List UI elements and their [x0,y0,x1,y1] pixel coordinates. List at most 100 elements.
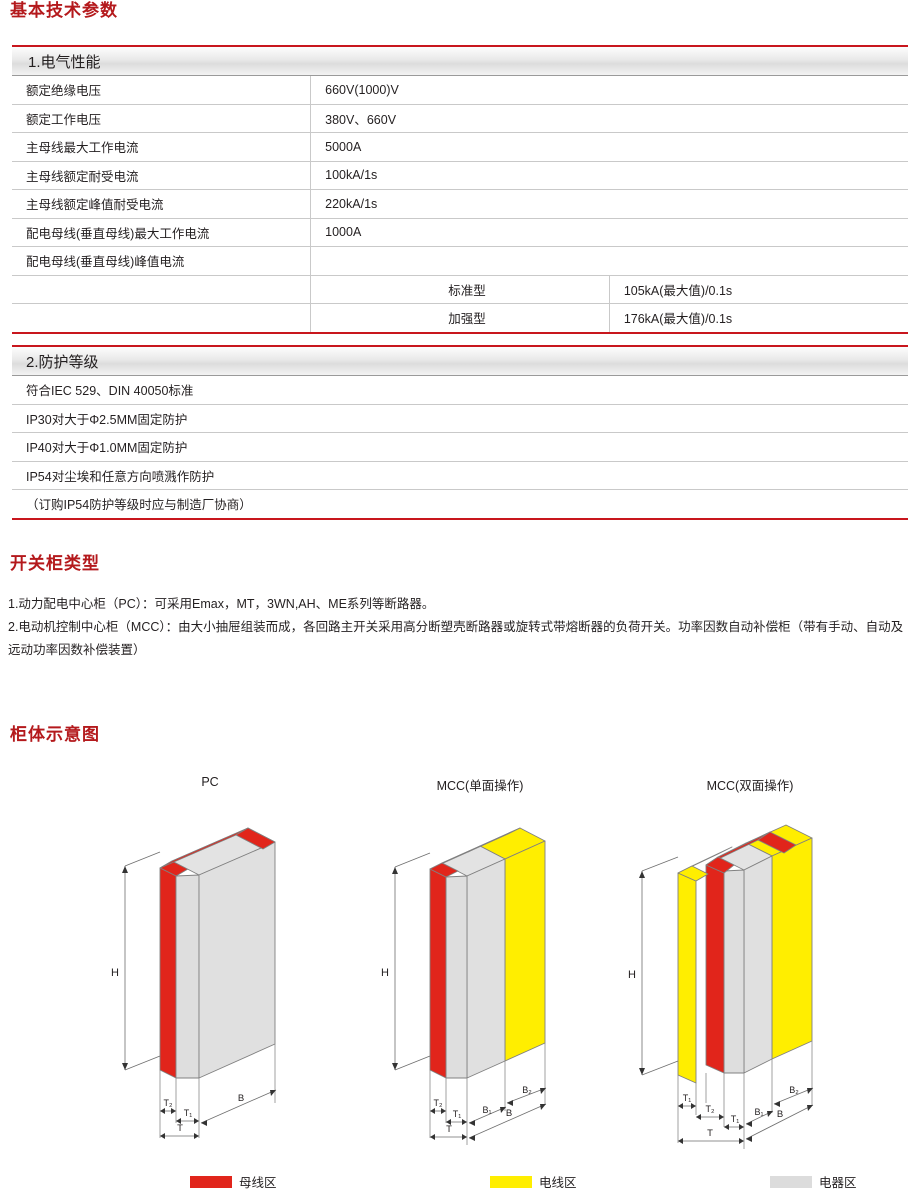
section-title-cabinet-diagram: 柜体示意图 [10,725,100,744]
mcc1-busbar-top2 [467,827,521,853]
table-row: 符合IEC 529、DIN 40050标准 [12,375,908,405]
table-protection-rating: 2.防护等级 符合IEC 529、DIN 40050标准 IP30对大于Φ2.5… [12,345,908,520]
protection-row-text: IP30对大于Φ2.5MM固定防护 [12,404,908,433]
mcc1-dim-label-t2: T₂ [434,1098,443,1108]
pc-dim-t1 [176,1118,199,1124]
pc-dim-label-t2: T₂ [164,1098,173,1108]
mcc2-wire-near-cap [677,865,709,882]
diagram-mcc-double-svg: H T₁ [628,824,814,1149]
table-row: 主母线额定耐受电流 100kA/1s [12,161,908,190]
row-value: 176kA(最大值)/0.1s [623,312,733,327]
table-row: 加强型 176kA(最大值)/0.1s [12,303,908,333]
diagram-mcc-double: MCC(双面操作) [600,775,900,1165]
cabinet-diagram-group: PC [0,775,920,1165]
mcc2-dim-label-t1b: T₁ [731,1114,740,1124]
mcc2-height-label: H [628,969,636,981]
mcc1-height-label: H [381,967,389,979]
table-row: 主母线额定峰值耐受电流 220kA/1s [12,189,908,219]
mcc1-body-front [466,858,506,1079]
mcc1-dim-label-b1: B₁ [482,1105,491,1115]
row-value: 380V、660V [310,104,908,133]
row-value: 105kA(最大值)/0.1s [609,275,908,304]
row-label: 额定工作电压 [12,104,311,133]
diagram-pc: PC [60,775,360,1165]
mcc2-dim-t1b [724,1124,744,1130]
mcc2-body-front [743,855,773,1074]
legend: 母线区 电线区 电器区 [0,1172,920,1194]
mcc1-dim-t1 [446,1119,467,1125]
protection-row-text: IP40对大于Φ1.0MM固定防护 [12,432,908,462]
mcc2-busbar-front [705,864,725,1074]
table-header-row: 1.电气性能 [12,46,908,76]
pc-busbar-top-right [235,827,276,850]
pc-busbar-front [159,867,177,1079]
legend-item-wire: 电线区 [490,1172,577,1194]
table-row: （订购IP54防护等级时应与制造厂协商） [12,490,908,519]
mcc1-busbar-top-cap [429,862,459,878]
diagram-mcc-single-svg: H T₂ [381,827,547,1145]
diagram-caption: MCC(单面操作) [436,779,524,793]
legend-label-device: 电器区 [819,1176,857,1190]
row-label-empty [12,304,311,333]
mcc1-wire-front [504,840,546,1062]
mcc2-wire-near-front [677,872,697,1084]
mcc1-dim-b1 [468,1106,507,1126]
table-header-row: 2.防护等级 [12,346,908,376]
legend-label-wire: 电线区 [539,1176,577,1190]
mcc2-dim-guides [677,1041,813,1149]
protection-row-text: （订购IP54防护等级时应与制造厂协商） [26,498,252,513]
row-value: 660V(1000)V [310,75,908,105]
row-label-empty [12,275,311,304]
mcc1-busbar-front [429,868,447,1079]
table-row: IP30对大于Φ2.5MM固定防护 [12,404,908,433]
table-row: 额定绝缘电压 660V(1000)V [12,75,908,105]
row-label: 额定绝缘电压 [12,75,311,105]
pc-dim-guides [159,1044,276,1138]
mcc2-dim-b2 [773,1087,814,1107]
legend-item-device: 电器区 [770,1172,857,1194]
protection-row-text: 符合IEC 529、DIN 40050标准 [12,375,908,405]
diagram-pc-svg: H T₂ [111,827,277,1139]
legend-swatch-wire [490,1175,532,1188]
row-variant-standard: 标准型 [310,275,610,304]
section-title-switchgear-types: 开关柜类型 [10,554,100,573]
diagram-mcc-single: MCC(单面操作) [330,775,630,1165]
table-electrical-header: 1.电气性能 [12,46,908,76]
row-value [310,246,908,276]
mcc2-dim-label-b: B [777,1109,783,1120]
mcc1-dim-b [468,1103,547,1141]
diagram-caption: PC [201,775,219,789]
row-label: 配电母线(垂直母线)最大工作电流 [12,218,311,247]
mcc1-dim-t2 [430,1108,446,1114]
section-title-basic-parameters: 基本技术参数 [10,1,118,20]
pc-dim-t [160,1133,199,1139]
mcc2-dim-height [639,856,679,1076]
table-electrical-performance: 1.电气性能 额定绝缘电压 660V(1000)V 额定工作电压 380V、66… [12,45,908,334]
row-label: 主母线最大工作电流 [12,132,311,162]
table-row: 配电母线(垂直母线)峰值电流 [12,246,908,276]
pc-body-front [198,841,276,1079]
mcc1-dim-label-t: T [446,1124,452,1135]
pc-dim-t2 [160,1108,176,1114]
mcc1-dim-label-t1: T₁ [453,1109,462,1119]
mcc2-dim-b [745,1104,814,1142]
mcc2-dim-label-t: T [707,1128,713,1139]
mcc2-dim-label-t2: T₂ [706,1104,715,1114]
legend-item-busbar: 母线区 [190,1172,277,1194]
row-value: 220kA/1s [310,189,908,219]
pc-body-left [175,874,200,1079]
row-value: 100kA/1s [310,161,908,190]
switchgear-type-pc-text: 1.动力配电中心柜（PC）：可采用Emax，MT，3WN,AH、ME系列等断路器… [8,597,435,611]
pc-height-label: H [111,967,119,979]
mcc2-dim-label-t1a: T₁ [683,1093,692,1103]
table-protection-header: 2.防护等级 [12,346,908,376]
table-row: IP40对大于Φ1.0MM固定防护 [12,432,908,462]
mcc2-dim-t [678,1138,744,1144]
switchgear-type-mcc-text: 2.电动机控制中心柜（MCC）：由大小抽屉组装而成，各回路主开关采用高分断塑壳断… [8,620,904,657]
mcc2-wire-far-front [771,837,813,1060]
row-label: 主母线额定耐受电流 [12,161,311,190]
mcc1-dim-label-b2: B₂ [522,1085,532,1095]
legend-swatch-busbar [190,1175,232,1188]
table-row: IP54对尘埃和任意方向喷溅作防护 [12,461,908,490]
